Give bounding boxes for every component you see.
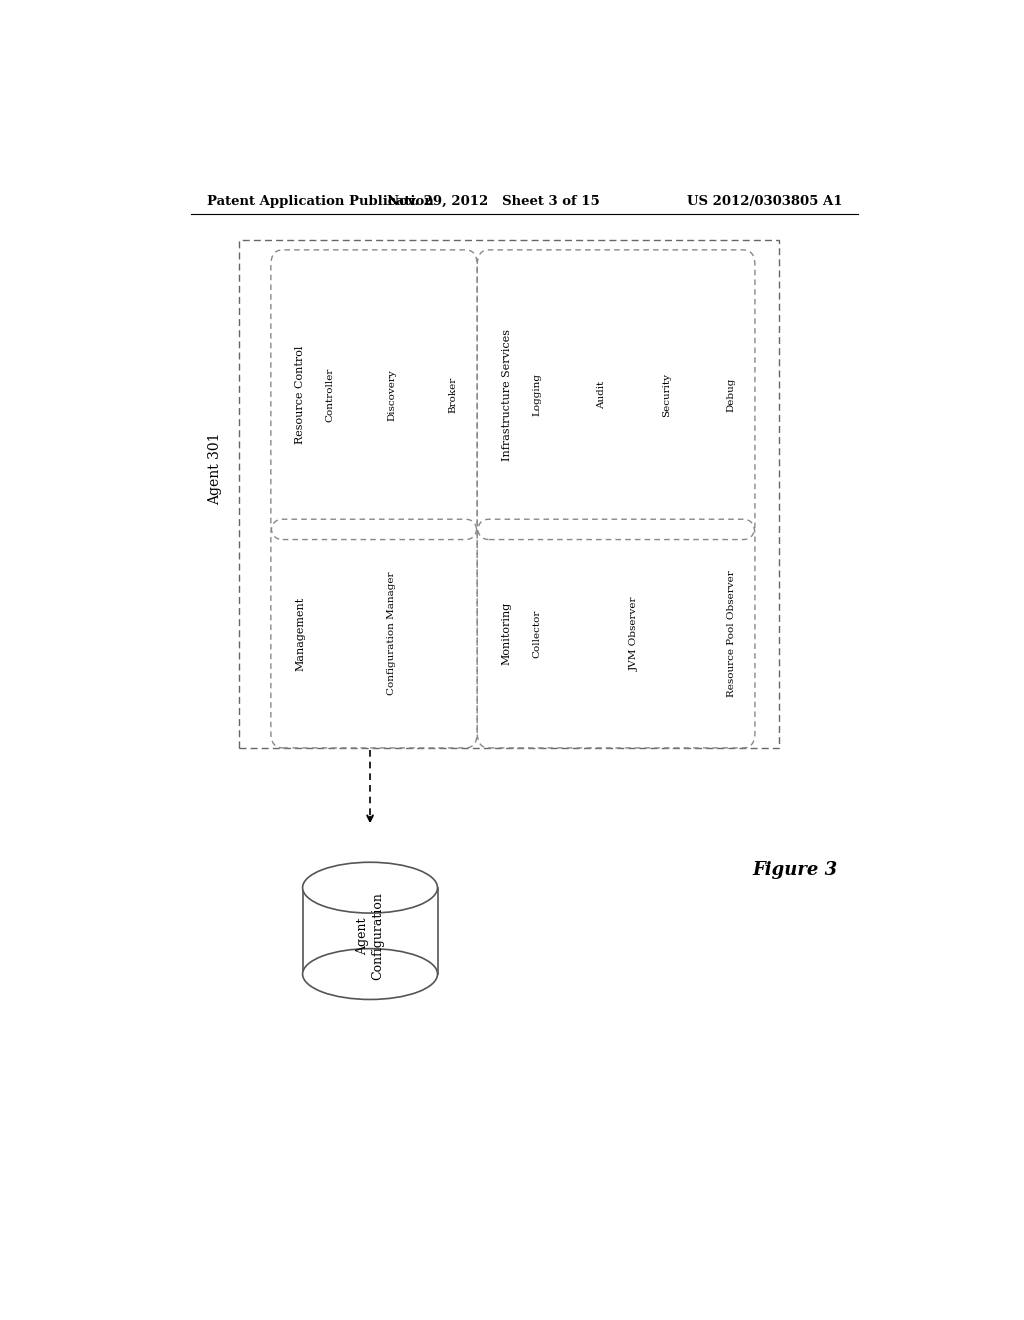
Text: Debug: Debug (727, 378, 735, 412)
Text: Resource Control: Resource Control (295, 346, 305, 444)
Text: Patent Application Publication: Patent Application Publication (207, 194, 434, 207)
Text: JVM Observer: JVM Observer (630, 597, 638, 671)
Text: Management: Management (295, 597, 305, 671)
Text: Agent 301: Agent 301 (208, 432, 222, 504)
Text: Collector: Collector (532, 610, 542, 657)
Text: Logging: Logging (532, 374, 542, 416)
Text: Broker: Broker (449, 376, 458, 413)
Text: Audit: Audit (597, 380, 606, 409)
Text: Discovery: Discovery (387, 368, 396, 421)
Text: Figure 3: Figure 3 (752, 861, 838, 879)
Text: Resource Pool Observer: Resource Pool Observer (727, 570, 735, 697)
Text: Monitoring: Monitoring (502, 602, 512, 665)
Ellipse shape (303, 862, 437, 913)
Ellipse shape (303, 949, 437, 999)
Text: Infrastructure Services: Infrastructure Services (502, 329, 512, 461)
Text: US 2012/0303805 A1: US 2012/0303805 A1 (687, 194, 842, 207)
Text: Configuration Manager: Configuration Manager (387, 572, 396, 696)
Text: Security: Security (662, 372, 671, 417)
Text: Controller: Controller (326, 367, 335, 422)
Text: Nov. 29, 2012   Sheet 3 of 15: Nov. 29, 2012 Sheet 3 of 15 (387, 194, 599, 207)
Polygon shape (303, 887, 437, 974)
Text: Agent
Configuration: Agent Configuration (356, 892, 384, 979)
